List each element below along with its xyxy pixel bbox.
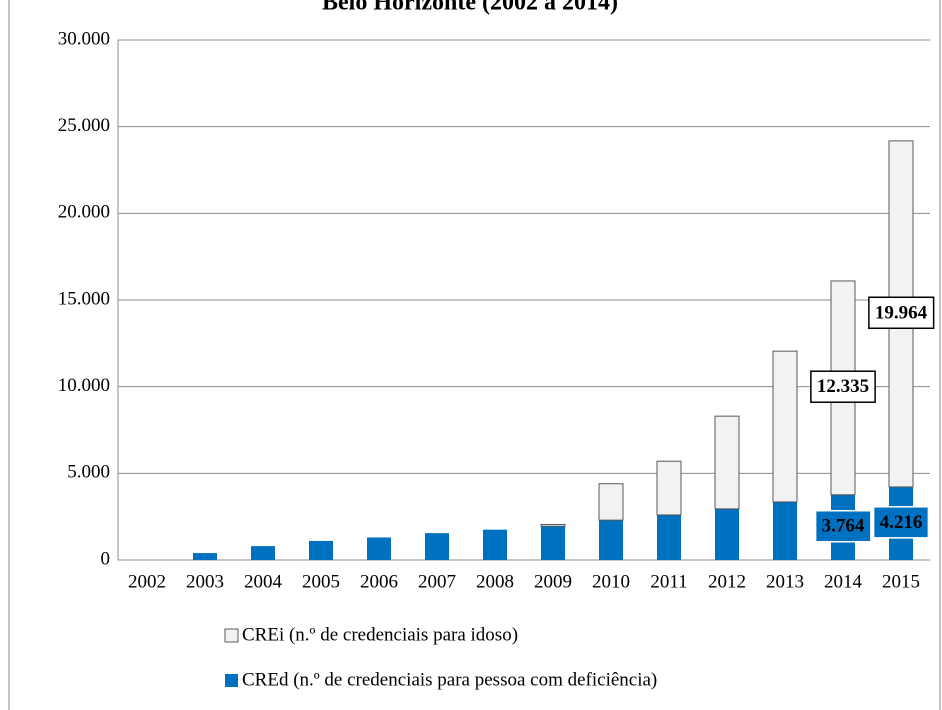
x-tick-label: 2013 [766,571,804,592]
data-label-box [872,506,930,539]
bar-segment [193,553,217,560]
data-label-text: 19.964 [875,302,928,323]
data-label-box [868,296,935,330]
data-label-box [814,509,872,543]
y-tick-label: 0 [101,548,111,569]
data-label: 3.764 [814,509,872,543]
x-tick-label: 2004 [244,571,283,592]
data-label-text: 12.335 [817,376,869,397]
x-tick-label: 2012 [708,571,746,592]
y-tick-label: 15.000 [58,288,110,309]
chart-frame [8,0,941,710]
y-tick-label: 20.000 [58,202,110,223]
x-tick-label: 2006 [360,571,398,592]
bar-segment [657,514,681,560]
x-tick-label: 2010 [592,571,630,592]
bar-segment [772,350,798,503]
bar-segment [656,460,682,516]
x-tick-label: 2015 [882,571,920,592]
x-tick-label: 2011 [650,571,687,592]
legend-swatch [225,674,238,687]
x-tick-label: 2005 [302,571,340,592]
bar-segment [251,546,275,560]
bar-segment [483,529,507,560]
legend-swatch [224,628,239,643]
bar-segment [773,501,797,560]
bar-segment [425,533,449,560]
x-tick-label: 2014 [824,571,863,592]
x-tick-label: 2003 [186,571,224,592]
bar-segment [599,520,623,560]
y-tick-label: 10.000 [58,375,110,396]
legend-label: CREi (n.º de credenciais para idoso) [242,624,518,645]
bar-segment [541,526,565,560]
bar-segment [715,508,739,560]
data-label-text: 4.216 [880,512,923,533]
bar-segment [540,523,566,527]
legend-label: CREd (n.º de credenciais para pessoa com… [242,669,657,690]
y-tick-label: 5.000 [67,462,110,483]
y-tick-label: 30.000 [58,28,110,49]
bar-segment [367,537,391,560]
chart-title: Belo Horizonte (2002 a 2014) [322,0,618,16]
data-label: 4.216 [872,506,930,539]
bar-segment [714,415,740,510]
x-tick-label: 2008 [476,571,514,592]
x-tick-label: 2007 [418,571,456,592]
data-label: 19.964 [868,296,935,330]
data-label-box [810,370,876,403]
x-tick-label: 2002 [128,571,166,592]
bar-segment [598,483,624,521]
data-label-text: 3.764 [822,516,865,537]
bar-segment [309,540,333,560]
y-tick-label: 25.000 [58,115,110,136]
x-tick-label: 2009 [534,571,572,592]
data-label: 12.335 [810,370,876,403]
